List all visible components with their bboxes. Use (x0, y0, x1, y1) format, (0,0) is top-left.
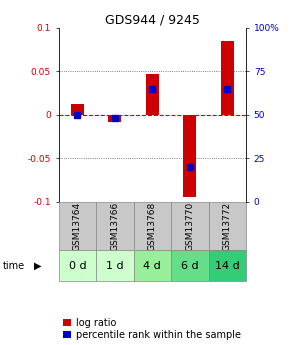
Text: GSM13772: GSM13772 (223, 201, 232, 250)
Bar (209, 250, 246, 281)
Bar (59, 250, 96, 281)
Bar (108, 115, 121, 122)
Text: GSM13768: GSM13768 (148, 201, 157, 250)
Legend: log ratio, percentile rank within the sample: log ratio, percentile rank within the sa… (64, 318, 241, 340)
Text: GSM13764: GSM13764 (73, 201, 82, 250)
Bar (171, 202, 209, 250)
Bar (134, 250, 171, 281)
Title: GDS944 / 9245: GDS944 / 9245 (105, 13, 200, 27)
Text: 6 d: 6 d (181, 261, 199, 270)
Text: GSM13766: GSM13766 (110, 201, 119, 250)
Text: 1 d: 1 d (106, 261, 124, 270)
Bar (59, 202, 96, 250)
Bar (183, 115, 196, 197)
Bar (209, 202, 246, 250)
Bar (146, 74, 159, 115)
Text: ▶: ▶ (34, 261, 41, 270)
Bar (134, 202, 171, 250)
Text: 0 d: 0 d (69, 261, 86, 270)
Text: 14 d: 14 d (215, 261, 240, 270)
Bar (71, 104, 84, 115)
Bar (171, 250, 209, 281)
Bar (221, 41, 234, 115)
Text: time: time (3, 261, 25, 270)
Text: GSM13770: GSM13770 (185, 201, 194, 250)
Bar (96, 202, 134, 250)
Text: 4 d: 4 d (144, 261, 161, 270)
Bar (96, 250, 134, 281)
